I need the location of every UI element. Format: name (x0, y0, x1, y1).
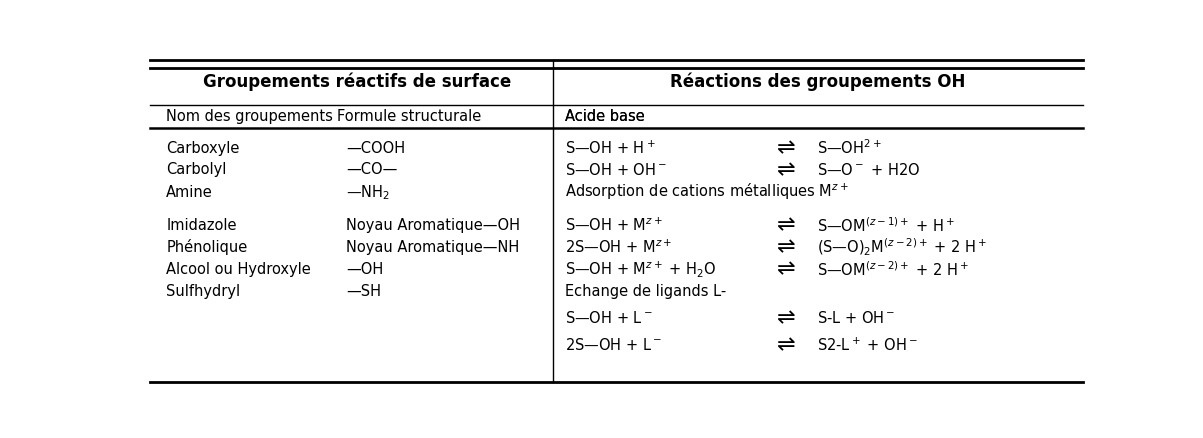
Text: Echange de ligands L-: Echange de ligands L- (565, 284, 727, 299)
Text: Amine: Amine (166, 185, 213, 200)
Text: S—OH + OH$^-$: S—OH + OH$^-$ (565, 162, 668, 178)
Text: Groupements réactifs de surface: Groupements réactifs de surface (203, 73, 511, 92)
Text: Noyau Aromatique—NH: Noyau Aromatique—NH (346, 240, 520, 254)
Text: S—OH + M$^{z+}$ + H$_2$O: S—OH + M$^{z+}$ + H$_2$O (565, 259, 717, 279)
Text: —NH$_2$: —NH$_2$ (346, 183, 390, 201)
Text: $\rightleftharpoons$: $\rightleftharpoons$ (772, 335, 796, 355)
Text: Phénolique: Phénolique (166, 239, 248, 255)
Text: —CO—: —CO— (346, 162, 397, 177)
Text: S—OM$^{(z-2)+}$ + 2 H$^+$: S—OM$^{(z-2)+}$ + 2 H$^+$ (817, 260, 968, 279)
Text: $\rightleftharpoons$: $\rightleftharpoons$ (772, 215, 796, 235)
Text: Adsorption de cations métalliques M$^{z+}$: Adsorption de cations métalliques M$^{z+… (565, 182, 849, 202)
Text: 2S—OH + L$^-$: 2S—OH + L$^-$ (565, 337, 663, 353)
Text: Sulfhydryl: Sulfhydryl (166, 284, 241, 299)
Text: S-L + OH$^-$: S-L + OH$^-$ (817, 310, 895, 326)
Text: Alcool ou Hydroxyle: Alcool ou Hydroxyle (166, 262, 310, 277)
Text: Imidazole: Imidazole (166, 218, 237, 233)
Text: S—OH + H$^+$: S—OH + H$^+$ (565, 139, 656, 157)
Text: Carbolyl: Carbolyl (166, 162, 226, 177)
Text: Nom des groupements: Nom des groupements (166, 109, 333, 124)
Text: S—OH$^{2+}$: S—OH$^{2+}$ (817, 139, 882, 157)
Text: Acide base: Acide base (565, 109, 645, 124)
Text: (S—O)$_2$M$^{(z-2)+}$ + 2 H$^+$: (S—O)$_2$M$^{(z-2)+}$ + 2 H$^+$ (817, 237, 988, 258)
Text: Carboxyle: Carboxyle (166, 141, 239, 155)
Text: $\rightleftharpoons$: $\rightleftharpoons$ (772, 138, 796, 158)
Text: —COOH: —COOH (346, 141, 405, 155)
Text: S—O$^-$ + H2O: S—O$^-$ + H2O (817, 162, 920, 178)
Text: $\rightleftharpoons$: $\rightleftharpoons$ (772, 308, 796, 328)
Text: Acide base: Acide base (565, 109, 645, 124)
Text: $\rightleftharpoons$: $\rightleftharpoons$ (772, 237, 796, 257)
Text: —OH: —OH (346, 262, 384, 277)
Text: $\rightleftharpoons$: $\rightleftharpoons$ (772, 160, 796, 180)
Text: S—OH + L$^-$: S—OH + L$^-$ (565, 310, 653, 326)
Text: Réactions des groupements OH: Réactions des groupements OH (670, 73, 966, 92)
Text: Formule structurale: Formule structurale (337, 109, 481, 124)
Text: Noyau Aromatique—OH: Noyau Aromatique—OH (346, 218, 520, 233)
Text: $\rightleftharpoons$: $\rightleftharpoons$ (772, 259, 796, 279)
Text: S2-L$^+$ + OH$^-$: S2-L$^+$ + OH$^-$ (817, 336, 918, 353)
Text: 2S—OH + M$^{z+}$: 2S—OH + M$^{z+}$ (565, 239, 672, 256)
Text: S—OH + M$^{z+}$: S—OH + M$^{z+}$ (565, 216, 663, 234)
Text: S—OM$^{(z-1)+}$ + H$^+$: S—OM$^{(z-1)+}$ + H$^+$ (817, 216, 955, 235)
Text: —SH: —SH (346, 284, 381, 299)
